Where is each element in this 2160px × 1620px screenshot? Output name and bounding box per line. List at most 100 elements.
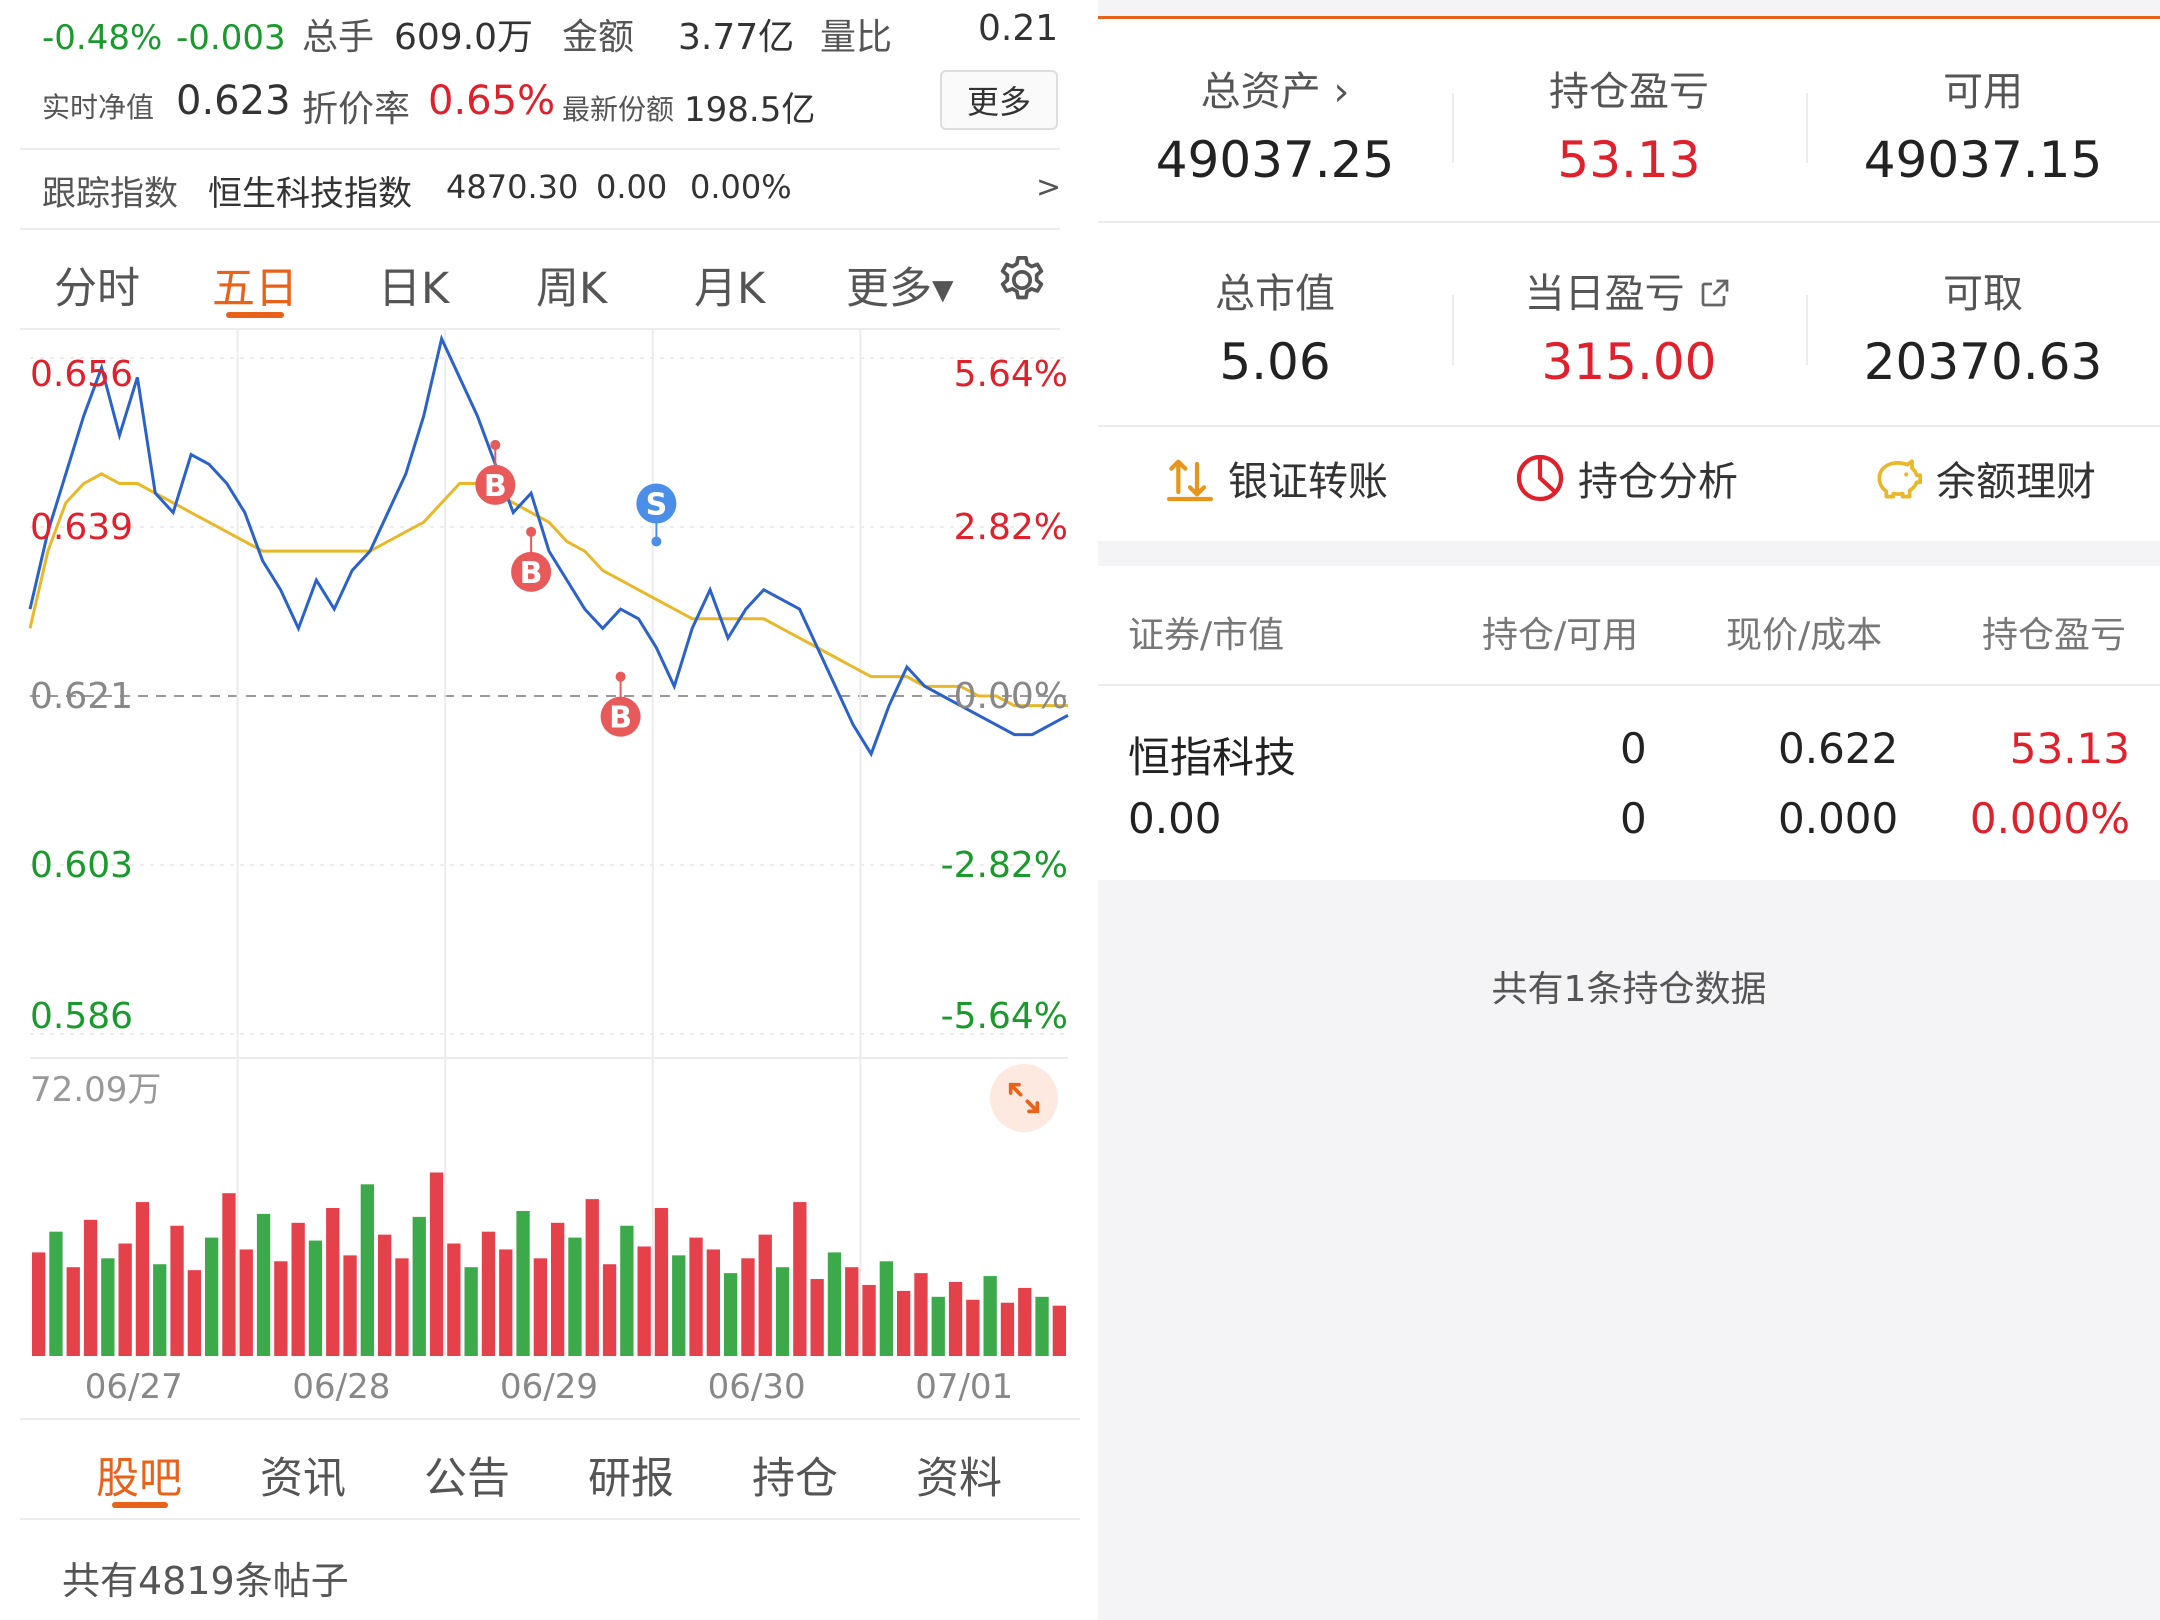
active-tab-indicator: [226, 312, 284, 318]
tab-holdings[interactable]: 持仓: [752, 1454, 838, 1504]
withdrawable-value: 20370.63: [1863, 333, 2103, 391]
header-security: 证券/市值: [1128, 615, 1285, 656]
divider: [20, 228, 1060, 230]
expand-button[interactable]: [990, 1064, 1058, 1132]
volume-bar: [516, 1210, 530, 1356]
withdrawable-label: 可取: [1943, 271, 2023, 317]
tab-profile[interactable]: 资料: [916, 1454, 1002, 1504]
tab-announcements[interactable]: 公告: [424, 1454, 510, 1504]
volume-bar: [66, 1267, 80, 1356]
volume-bar: [758, 1234, 772, 1356]
tab-monthly-k[interactable]: 月K: [694, 264, 766, 314]
header-position: 持仓/可用: [1482, 615, 1639, 656]
buy-marker: B: [511, 526, 552, 592]
volume-bar: [326, 1208, 340, 1356]
volume-bar: [568, 1237, 582, 1356]
y-tick-left: 0.656: [30, 354, 133, 395]
tab-weekly-k[interactable]: 周K: [536, 264, 608, 314]
y-tick-right: 5.64%: [954, 354, 1068, 395]
discount-value: 0.65%: [428, 78, 556, 124]
total-assets-label[interactable]: 总资产 ›: [1200, 69, 1350, 115]
more-button[interactable]: 更多: [940, 70, 1058, 130]
tracking-change: 0.00: [596, 168, 668, 206]
volume-bar: [360, 1184, 374, 1356]
daily-pl-label-wrap[interactable]: 当日盈亏: [1452, 261, 1806, 319]
volume-bar: [897, 1290, 911, 1356]
divider: [1098, 684, 2160, 686]
y-tick-left: 0.621: [30, 676, 133, 717]
marker-label: B: [520, 556, 543, 591]
volume-bar: [879, 1261, 893, 1356]
current-price: 0.622: [1778, 724, 1899, 773]
change-abs: -0.003: [176, 18, 286, 58]
available-qty: 0: [1620, 794, 1647, 843]
nav-value: 0.623: [176, 78, 291, 124]
marker-label: S: [646, 487, 668, 522]
volume-bar: [793, 1202, 807, 1356]
volume-bar: [672, 1255, 686, 1356]
tab-news[interactable]: 资讯: [260, 1454, 346, 1504]
ratio-value: 0.21: [978, 8, 1059, 49]
tab-forum[interactable]: 股吧: [96, 1454, 182, 1504]
volume-bar: [256, 1213, 271, 1356]
volume-bar: [602, 1264, 617, 1356]
piggy-bank-icon: [1877, 459, 1923, 499]
tab-intraday[interactable]: 分时: [54, 264, 140, 314]
shares-label: 最新份额: [562, 93, 675, 126]
volume-bar: [983, 1276, 997, 1356]
post-count: 共有4819条帖子: [62, 1559, 349, 1603]
daily-pl-value: 315.00: [1541, 333, 1717, 391]
balance-finance-button[interactable]: 余额理财: [1870, 449, 2096, 507]
position-pl-label: 持仓盈亏: [1549, 69, 1709, 115]
volume-bar: [378, 1234, 392, 1356]
position-pl-pct: 0.000%: [1969, 794, 2130, 843]
volume-bar: [135, 1202, 150, 1356]
marker-badge: [511, 551, 552, 592]
volume-bar: [170, 1225, 184, 1356]
volume-bar: [724, 1273, 738, 1356]
volume-bar: [862, 1284, 876, 1356]
amount-value: 3.77亿: [678, 17, 795, 58]
separator: [1452, 93, 1454, 163]
account-panel: 总资产 › 持仓盈亏 可用 49037.25 53.13 49037.15 总市…: [1098, 0, 2160, 1620]
five-day-chart[interactable]: B B B S 0.656 5.64% 0.639 2.82% 0.621 0.00% 0.603…: [0, 0, 1080, 1420]
volume-bar: [1035, 1296, 1049, 1356]
divider: [20, 148, 1060, 150]
volume-bar: [706, 1249, 720, 1356]
volume-bar: [308, 1240, 323, 1356]
header-pl: 持仓盈亏: [1982, 615, 2127, 656]
marker-badge: [636, 483, 677, 524]
position-analysis-button[interactable]: 持仓分析: [1512, 449, 1738, 507]
tab-research[interactable]: 研报: [588, 1454, 674, 1504]
chevron-right-icon: >: [1036, 170, 1062, 205]
volume-value: 609.0万: [394, 17, 534, 58]
amount-label: 金额: [562, 17, 635, 58]
market-value-value: 5.06: [1219, 333, 1331, 391]
marker-badge: [475, 464, 516, 505]
bank-transfer-button[interactable]: 银证转账: [1162, 449, 1388, 507]
volume-bar: [914, 1273, 928, 1356]
tab-five-day[interactable]: 五日: [212, 264, 298, 314]
daily-pl-label: 当日盈亏: [1524, 271, 1685, 317]
position-analysis-label: 持仓分析: [1578, 459, 1738, 505]
tab-more[interactable]: 更多▾: [846, 264, 954, 314]
separator: [1806, 93, 1808, 163]
position-pl: 53.13: [2009, 724, 2130, 773]
divider: [1098, 221, 2160, 223]
gear-icon[interactable]: [994, 252, 1050, 308]
security-name: 恒指科技: [1128, 733, 1297, 782]
volume-bar: [966, 1299, 980, 1356]
available-label: 可用: [1943, 69, 2023, 115]
volume-max-label: 72.09万: [30, 1070, 162, 1110]
volume-bar: [153, 1264, 167, 1356]
tab-daily-k[interactable]: 日K: [378, 264, 450, 314]
volume-bar: [1018, 1287, 1032, 1356]
volume-bar: [775, 1267, 790, 1356]
volume-bar: [620, 1225, 634, 1356]
expand-icon: [1008, 1082, 1040, 1114]
y-tick-right: 0.00%: [954, 676, 1068, 717]
bank-transfer-label: 银证转账: [1228, 459, 1388, 505]
volume-bar: [205, 1237, 219, 1356]
sell-marker: S: [636, 483, 677, 547]
volume-bar: [274, 1261, 288, 1356]
